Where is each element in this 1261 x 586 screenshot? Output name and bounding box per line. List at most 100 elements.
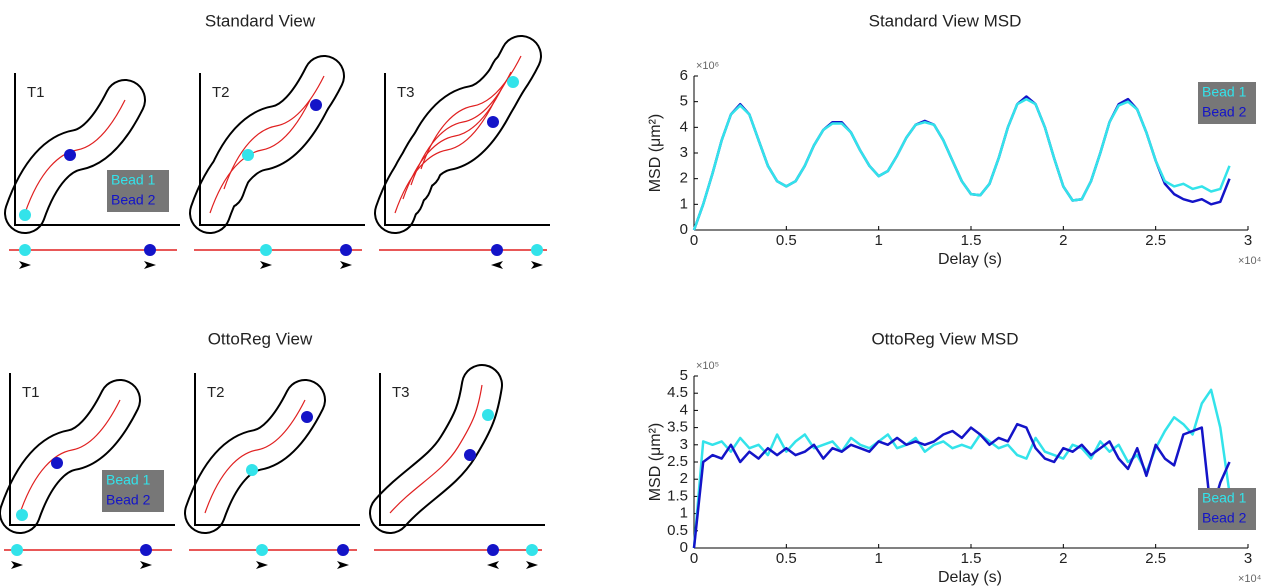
x-tick-label: 1 bbox=[874, 550, 882, 567]
frame-label: T3 bbox=[392, 384, 410, 401]
x-tick-label: 0 bbox=[690, 550, 698, 567]
direction-arrow bbox=[531, 261, 543, 269]
direction-arrow bbox=[487, 561, 499, 569]
bead-1 bbox=[242, 149, 254, 161]
bead-1 bbox=[526, 544, 538, 556]
bead-1 bbox=[531, 244, 543, 256]
x-tick-label: 3 bbox=[1244, 550, 1252, 567]
legend-box bbox=[1198, 82, 1256, 124]
legend-entry: Bead 2 bbox=[111, 192, 156, 208]
y-tick-label: 0.5 bbox=[667, 522, 688, 539]
x-tick-label: 2 bbox=[1059, 550, 1067, 567]
legend-box bbox=[102, 470, 164, 512]
legend-entry: Bead 1 bbox=[1202, 84, 1247, 100]
bead-1 bbox=[246, 464, 258, 476]
bead-1 bbox=[482, 409, 494, 421]
legend-box bbox=[107, 170, 169, 212]
cell-axis-curve bbox=[209, 99, 311, 214]
y-tick-label: 3.5 bbox=[667, 419, 688, 436]
x-tick-label: 3 bbox=[1244, 232, 1252, 249]
cell-axis-curve bbox=[223, 75, 325, 190]
direction-arrow bbox=[260, 261, 272, 269]
view-title: OttoReg View bbox=[208, 329, 313, 348]
bead-1 bbox=[11, 544, 23, 556]
bead-2 bbox=[144, 244, 156, 256]
bead-2 bbox=[310, 99, 322, 111]
x-axis-label: Delay (s) bbox=[938, 251, 1002, 268]
bead-2 bbox=[64, 149, 76, 161]
cell-axis-curve bbox=[394, 99, 496, 214]
bead-1 bbox=[507, 76, 519, 88]
cell-axis-curve bbox=[19, 399, 121, 514]
y-multiplier: ×10⁵ bbox=[696, 360, 719, 372]
y-tick-label: 4 bbox=[680, 118, 688, 135]
y-tick-label: 4 bbox=[680, 401, 688, 418]
cell-axis-curve bbox=[389, 384, 483, 514]
x-tick-label: 0.5 bbox=[776, 550, 797, 567]
cell-axis-curve bbox=[402, 85, 504, 200]
x-multiplier: ×10⁴ bbox=[1238, 255, 1261, 267]
y-tick-label: 3 bbox=[680, 144, 688, 161]
x-tick-label: 2.5 bbox=[1145, 550, 1166, 567]
bead-1 bbox=[19, 209, 31, 221]
bead-1 bbox=[260, 244, 272, 256]
legend-entry: Bead 2 bbox=[1202, 104, 1247, 120]
legend-entry: Bead 2 bbox=[1202, 510, 1247, 526]
chart-title: OttoReg View MSD bbox=[871, 329, 1018, 348]
y-tick-label: 2 bbox=[680, 170, 688, 187]
frame-axes bbox=[194, 373, 360, 526]
legend-entry: Bead 2 bbox=[106, 492, 151, 508]
x-tick-label: 2 bbox=[1059, 232, 1067, 249]
y-axis-label: MSD (μm²) bbox=[647, 423, 664, 502]
series-line bbox=[692, 422, 1231, 549]
direction-arrow bbox=[11, 561, 23, 569]
legend-box bbox=[1198, 488, 1256, 530]
direction-arrow bbox=[526, 561, 538, 569]
frame-axes bbox=[384, 73, 550, 226]
bead-1 bbox=[256, 544, 268, 556]
direction-arrow bbox=[340, 261, 352, 269]
frame-label: T1 bbox=[22, 384, 40, 401]
frame-axes bbox=[9, 373, 175, 526]
series-line bbox=[692, 97, 1231, 231]
bead-2 bbox=[140, 544, 152, 556]
cell-axis-curve bbox=[420, 55, 522, 170]
y-tick-label: 3 bbox=[680, 436, 688, 453]
x-tick-label: 1 bbox=[874, 232, 882, 249]
x-tick-label: 1.5 bbox=[961, 550, 982, 567]
cell-axis-curve bbox=[204, 399, 306, 514]
y-tick-label: 4.5 bbox=[667, 384, 688, 401]
x-multiplier: ×10⁴ bbox=[1238, 573, 1261, 585]
legend-entry: Bead 1 bbox=[1202, 490, 1247, 506]
direction-arrow bbox=[140, 561, 152, 569]
bead-2 bbox=[51, 457, 63, 469]
y-tick-label: 5 bbox=[680, 93, 688, 110]
bead-2 bbox=[487, 116, 499, 128]
cell-body bbox=[186, 381, 324, 532]
cell-body bbox=[371, 366, 501, 532]
y-tick-label: 6 bbox=[680, 67, 688, 84]
series-line bbox=[692, 95, 1231, 231]
y-tick-label: 5 bbox=[680, 367, 688, 384]
chart-title: Standard View MSD bbox=[869, 11, 1022, 30]
x-tick-label: 0.5 bbox=[776, 232, 797, 249]
bead-2 bbox=[301, 411, 313, 423]
bead-2 bbox=[340, 244, 352, 256]
bead-2 bbox=[491, 244, 503, 256]
direction-arrow bbox=[144, 261, 156, 269]
y-tick-label: 2.5 bbox=[667, 453, 688, 470]
bead-1 bbox=[19, 244, 31, 256]
bead-2 bbox=[464, 449, 476, 461]
y-tick-label: 1 bbox=[680, 195, 688, 212]
view-title: Standard View bbox=[205, 11, 316, 30]
x-axis-label: Delay (s) bbox=[938, 569, 1002, 586]
y-tick-label: 1 bbox=[680, 505, 688, 522]
frame-axes bbox=[379, 373, 545, 526]
y-tick-label: 0 bbox=[680, 221, 688, 238]
y-tick-label: 0 bbox=[680, 539, 688, 556]
frame-label: T1 bbox=[27, 84, 45, 101]
direction-arrow bbox=[491, 261, 503, 269]
frame-label: T2 bbox=[212, 84, 230, 101]
direction-arrow bbox=[19, 261, 31, 269]
